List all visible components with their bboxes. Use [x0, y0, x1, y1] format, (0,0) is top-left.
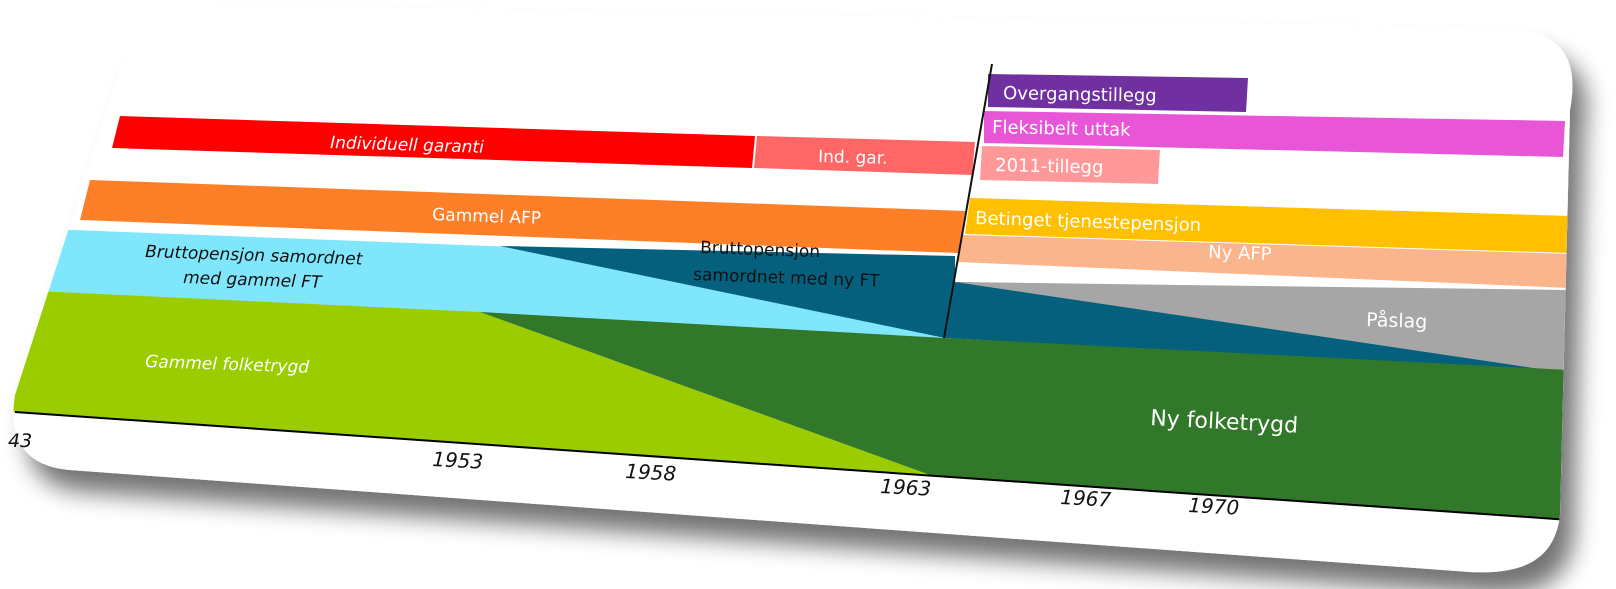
- x-axis-line: [14, 411, 1571, 521]
- band-gammel-folketrygd: [13, 290, 930, 475]
- label-fleksibelt-uttak: Fleksibelt uttak: [992, 117, 1131, 141]
- tick-label: 1958: [625, 459, 677, 486]
- label-ny-afp: Ny AFP: [1208, 242, 1272, 265]
- band-gammel-afp: [80, 180, 965, 253]
- band-2011-tillegg: [980, 146, 1160, 184]
- band-brutto-ny: [500, 246, 1560, 372]
- band-ind-gar: [754, 136, 975, 175]
- label-ind-gar: Ind. gar.: [818, 147, 888, 169]
- band-brutto-gammel: [20, 228, 945, 338]
- band-ny-afp: [958, 235, 1570, 288]
- tick-label: 1963: [880, 474, 932, 501]
- label-2011-tillegg: 2011-tillegg: [995, 155, 1104, 178]
- band-ny-folketrygd: [480, 312, 1570, 520]
- label-brutto-gammel-line2: med gammel FT: [183, 268, 324, 293]
- tick-label: 1967: [1060, 485, 1112, 512]
- label-paslag: Påslag: [1366, 308, 1428, 333]
- band-fleksibelt-uttak: [984, 111, 1565, 157]
- divider-line: [943, 63, 993, 339]
- band-betinget-tjenestepensjon: [965, 198, 1570, 253]
- tick-label: 1953: [432, 447, 484, 474]
- band-paslag: [955, 282, 1570, 372]
- tick-label: 1970: [1188, 493, 1240, 520]
- band-individuell-garanti: [112, 116, 755, 168]
- label-brutto-ny-line1: Bruttopensjon: [700, 238, 821, 262]
- label-overgangstillegg: Overgangstillegg: [1003, 83, 1157, 107]
- label-individuell-garanti: Individuell garanti: [330, 133, 485, 158]
- band-overgangstillegg: [988, 74, 1248, 112]
- label-gammel-afp: Gammel AFP: [432, 205, 542, 229]
- tick-label: 43: [8, 430, 32, 452]
